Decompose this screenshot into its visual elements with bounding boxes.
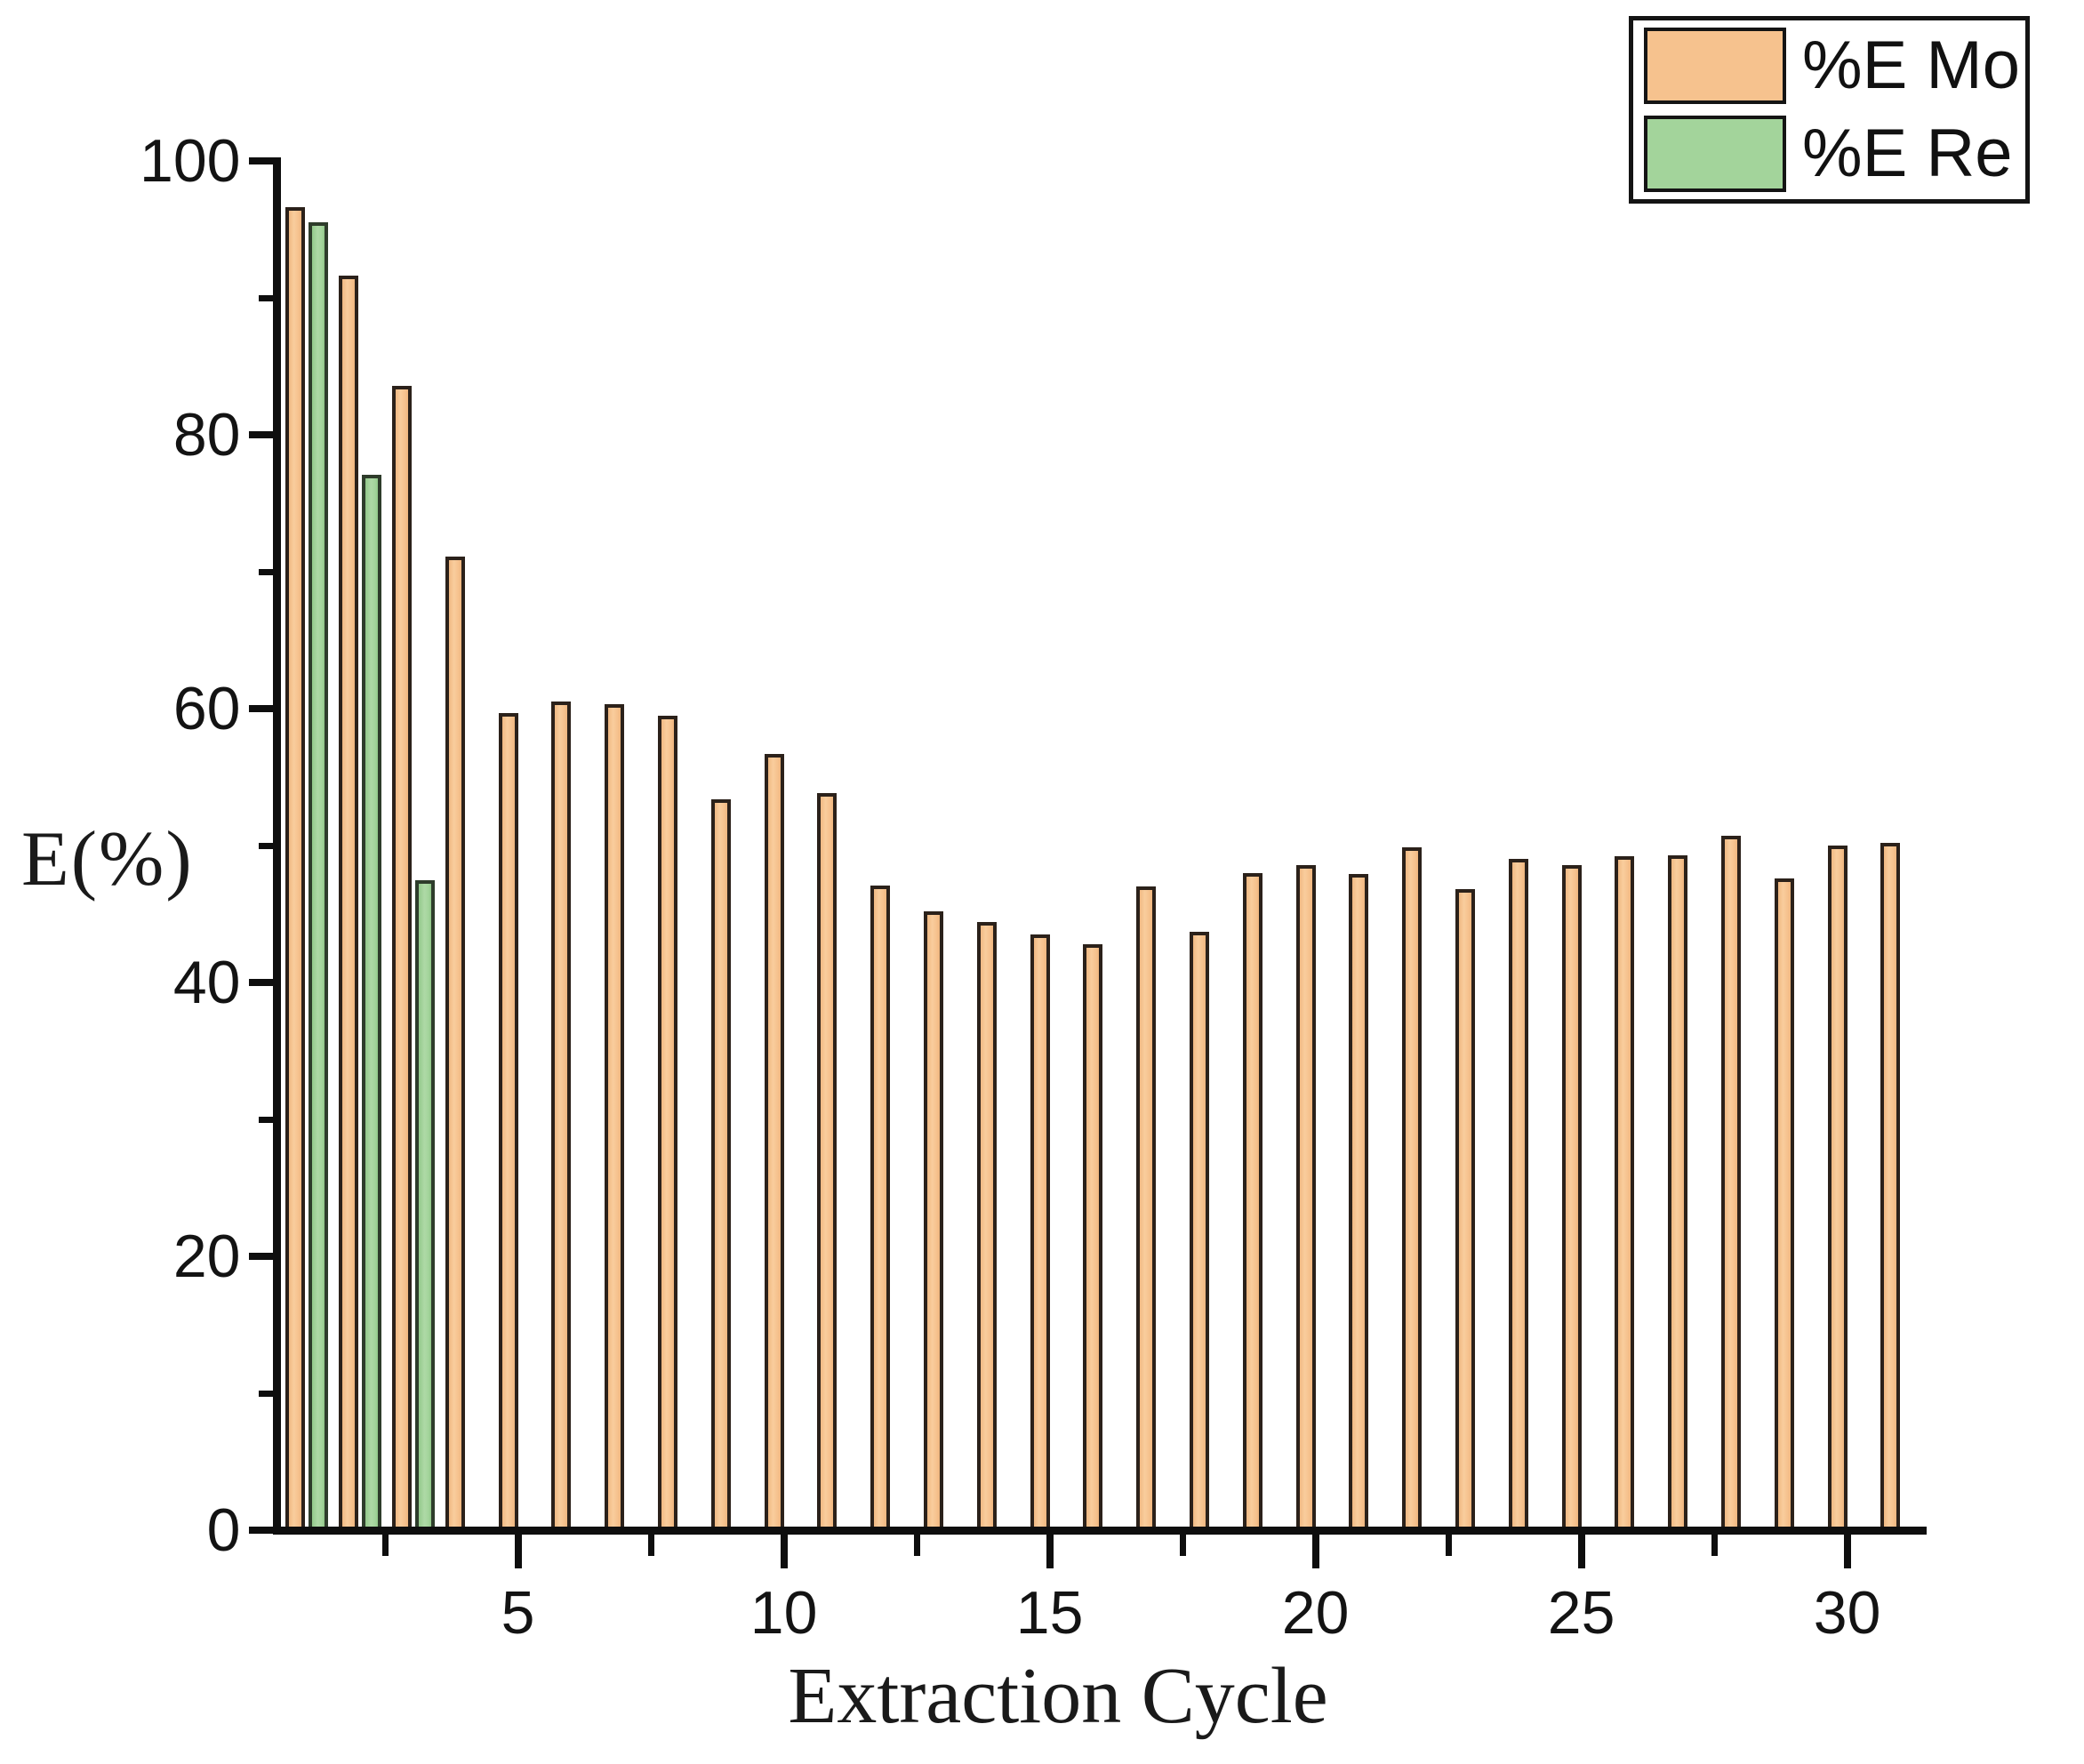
mo-bar-cycle-12 xyxy=(870,885,891,1534)
x-tick-label-5: 5 xyxy=(501,1578,535,1647)
mo-bar-cycle-1 xyxy=(285,207,306,1534)
y-minor-tick-50 xyxy=(258,842,273,849)
y-tick-label-0: 0 xyxy=(206,1496,241,1564)
y-minor-tick-70 xyxy=(258,568,273,575)
x-minor-tick-7-5 xyxy=(647,1534,654,1556)
mo-bar-cycle-17 xyxy=(1136,886,1157,1534)
x-tick-label-10: 10 xyxy=(749,1578,818,1647)
x-minor-tick-2-5 xyxy=(381,1534,389,1556)
legend: %E Mo %E Re xyxy=(1629,16,2030,204)
mo-bar-cycle-9 xyxy=(710,798,731,1534)
mo-bar-cycle-24 xyxy=(1508,859,1528,1534)
mo-bar-cycle-25 xyxy=(1561,864,1582,1534)
y-major-tick-0 xyxy=(248,1527,273,1534)
mo-bar-cycle-6 xyxy=(551,702,572,1534)
x-tick-label-15: 15 xyxy=(1015,1578,1084,1647)
mo-bar-cycle-2 xyxy=(339,276,359,1534)
mo-bar-cycle-31 xyxy=(1880,842,1901,1534)
mo-bar-cycle-19 xyxy=(1242,872,1262,1534)
x-major-tick-15 xyxy=(1046,1534,1054,1568)
mo-legend-swatch xyxy=(1644,28,1786,104)
mo-bar-cycle-16 xyxy=(1083,943,1103,1534)
y-tick-label-40: 40 xyxy=(172,949,241,1016)
re-legend-label: %E Re xyxy=(1802,116,2013,191)
x-minor-tick-12-5 xyxy=(913,1534,920,1556)
mo-bar-cycle-30 xyxy=(1827,846,1848,1534)
mo-bar-cycle-11 xyxy=(817,793,838,1534)
x-major-tick-5 xyxy=(514,1534,522,1568)
x-tick-label-25: 25 xyxy=(1547,1578,1615,1647)
x-major-tick-20 xyxy=(1311,1534,1319,1568)
mo-bar-cycle-23 xyxy=(1455,889,1475,1534)
y-major-tick-80 xyxy=(248,431,273,438)
y-major-tick-60 xyxy=(248,705,273,712)
re-legend-swatch xyxy=(1644,116,1786,192)
re-bar-cycle-1 xyxy=(309,222,329,1534)
x-axis-title: Extraction Cycle xyxy=(788,1652,1328,1740)
mo-bar-cycle-26 xyxy=(1615,856,1635,1534)
y-major-tick-40 xyxy=(248,979,273,986)
mo-bar-cycle-8 xyxy=(658,715,677,1534)
re-bar-cycle-2 xyxy=(362,474,382,1534)
x-minor-tick-22-5 xyxy=(1445,1534,1452,1556)
x-axis-line xyxy=(272,1526,1927,1535)
y-tick-label-20: 20 xyxy=(172,1223,241,1290)
legend-item-re: %E Re xyxy=(1644,111,2025,196)
x-major-tick-30 xyxy=(1843,1534,1851,1568)
mo-bar-cycle-10 xyxy=(764,753,784,1534)
y-major-tick-100 xyxy=(248,157,273,164)
y-axis-title: E(%) xyxy=(21,816,194,902)
mo-bar-cycle-14 xyxy=(976,922,997,1534)
y-tick-label-100: 100 xyxy=(140,127,241,195)
legend-item-mo: %E Mo xyxy=(1644,23,2025,108)
mo-legend-label: %E Mo xyxy=(1802,28,2020,103)
x-minor-tick-27-5 xyxy=(1711,1534,1718,1556)
mo-bar-cycle-5 xyxy=(498,712,518,1534)
x-minor-tick-17-5 xyxy=(1179,1534,1186,1556)
y-tick-label-80: 80 xyxy=(172,401,241,469)
x-tick-label-20: 20 xyxy=(1281,1578,1350,1647)
x-tick-label-30: 30 xyxy=(1813,1578,1881,1647)
mo-bar-cycle-13 xyxy=(924,910,943,1534)
mo-bar-cycle-7 xyxy=(605,704,625,1534)
x-major-tick-25 xyxy=(1577,1534,1585,1568)
y-tick-label-60: 60 xyxy=(172,675,241,742)
mo-bar-cycle-28 xyxy=(1721,836,1741,1534)
mo-bar-cycle-20 xyxy=(1295,864,1316,1534)
mo-bar-cycle-29 xyxy=(1774,878,1794,1534)
y-axis-line xyxy=(272,157,281,1535)
mo-bar-cycle-22 xyxy=(1402,846,1423,1534)
y-minor-tick-30 xyxy=(258,1116,273,1123)
y-minor-tick-10 xyxy=(258,1390,273,1397)
mo-bar-cycle-18 xyxy=(1190,932,1209,1534)
re-bar-cycle-3 xyxy=(415,879,435,1534)
mo-bar-cycle-21 xyxy=(1349,874,1369,1534)
mo-bar-cycle-27 xyxy=(1668,854,1688,1534)
y-major-tick-20 xyxy=(248,1253,273,1260)
mo-bar-cycle-15 xyxy=(1030,934,1050,1534)
x-major-tick-10 xyxy=(780,1534,788,1568)
mo-bar-cycle-4 xyxy=(445,557,465,1534)
y-minor-tick-90 xyxy=(258,294,273,301)
mo-bar-cycle-3 xyxy=(392,385,412,1534)
